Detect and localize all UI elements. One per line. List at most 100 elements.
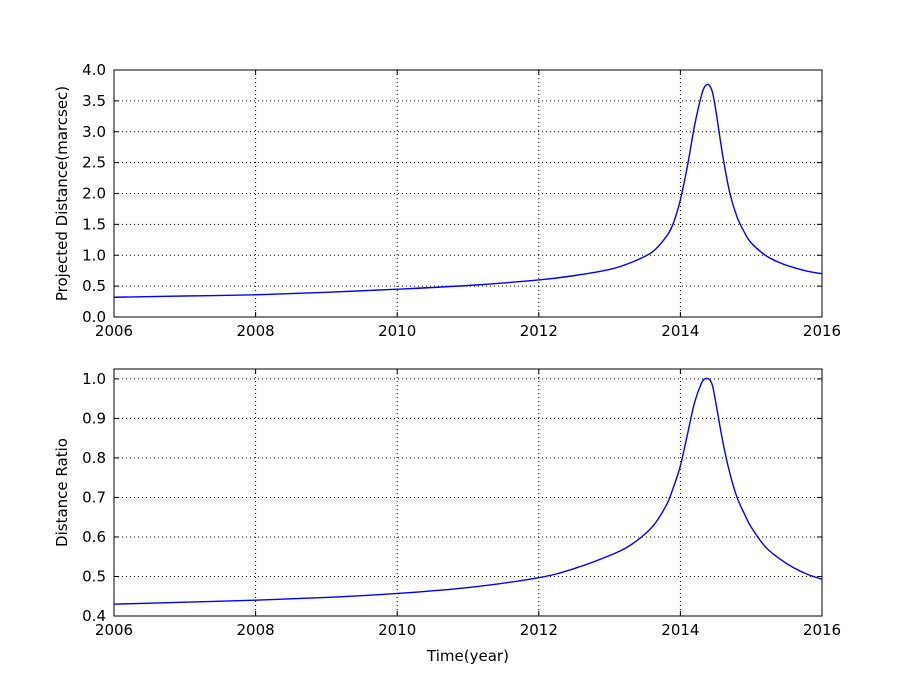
distance-ratio-data-point [779, 558, 780, 559]
projected-distance-data-point [651, 252, 652, 253]
projected-distance-data-point [687, 165, 688, 166]
distance-ratio-data-point [807, 574, 808, 575]
projected-distance-y-tick-label: 2.5 [82, 154, 106, 172]
projected-distance-data-point [807, 271, 808, 272]
projected-distance-data-point [694, 125, 695, 126]
distance-ratio-y-tick-label: 0.4 [82, 607, 106, 625]
distance-ratio-y-tick-label: 0.6 [82, 528, 106, 546]
distance-ratio-y-axis-label: Distance Ratio [53, 438, 71, 547]
distance-ratio-data-point [113, 604, 114, 605]
projected-distance-y-axis-label: Projected Distance(marcsec) [53, 86, 71, 301]
distance-ratio-x-tick-label: 2006 [95, 621, 133, 639]
projected-distance-x-tick-label: 2012 [520, 322, 558, 340]
projected-distance-data-point [712, 91, 713, 92]
projected-distance-y-tick-label: 4.0 [82, 61, 106, 79]
projected-distance-data-point [708, 84, 709, 85]
distance-ratio-y-tick-label: 0.8 [82, 449, 106, 467]
projected-distance-plot: 2006 2008 2010 2012 2014 2016 0.0 0.5 1.0 1.5 2.0 2… [53, 61, 841, 340]
distance-ratio-data-point [705, 378, 706, 379]
projected-distance-data-point [538, 279, 539, 280]
projected-distance-data-point [779, 262, 780, 263]
distance-ratio-data-point [680, 465, 681, 466]
distance-ratio-data-point [651, 526, 652, 527]
projected-distance-x-tick-label: 2016 [803, 322, 841, 340]
projected-distance-data-point [630, 262, 631, 263]
distance-ratio-x-tick-label: 2008 [237, 621, 275, 639]
plots: 2006 2008 2010 2012 2014 2016 0.0 0.5 1.0 1.5 2.0 2… [53, 61, 841, 665]
projected-distance-y-tick-label: 1.0 [82, 246, 106, 264]
distance-ratio-data-point [694, 402, 695, 403]
projected-distance-data-point [113, 297, 114, 298]
projected-distance-data-point [729, 193, 730, 194]
distance-ratio-data-point [751, 526, 752, 527]
distance-ratio-data-point [712, 384, 713, 385]
distance-ratio-y-tick-label: 0.7 [82, 488, 106, 506]
distance-ratio-x-tick-label: 2016 [803, 621, 841, 639]
projected-distance-x-tick-label: 2014 [661, 322, 699, 340]
projected-distance-data-point [255, 294, 256, 295]
distance-ratio-data-point [729, 473, 730, 474]
distance-ratio-data-point [666, 505, 667, 506]
distance-ratio-data-point [630, 544, 631, 545]
distance-ratio-data-point [736, 497, 737, 498]
projected-distance-x-tick-label: 2006 [95, 322, 133, 340]
distance-ratio-data-point [467, 587, 468, 588]
projected-distance-data-point [326, 292, 327, 293]
projected-distance-data-point [715, 110, 716, 111]
projected-distance-y-tick-label: 3.0 [82, 123, 106, 141]
distance-ratio-data-point [609, 555, 610, 556]
projected-distance-x-tick-label: 2010 [378, 322, 416, 340]
distance-ratio-data-point [673, 487, 674, 488]
distance-ratio-y-tick-label: 1.0 [82, 370, 106, 388]
projected-distance-y-tick-label: 3.5 [82, 92, 106, 110]
distance-ratio-x-axis-label: Time(year) [426, 647, 509, 665]
projected-distance-data-point [765, 255, 766, 256]
distance-ratio-x-tick-label: 2014 [661, 621, 699, 639]
projected-distance-x-tick-label: 2008 [237, 322, 275, 340]
distance-ratio-data-point [765, 546, 766, 547]
distance-ratio-data-point [397, 593, 398, 594]
distance-ratio-y-tick-label: 0.5 [82, 567, 106, 585]
distance-ratio-series-line [113, 377, 823, 605]
distance-ratio-axes-frame [113, 368, 823, 617]
distance-ratio-data-point [184, 602, 185, 603]
projected-distance-data-point [705, 85, 706, 86]
distance-ratio-data-point [326, 597, 327, 598]
distance-ratio-data-point [574, 568, 575, 569]
projected-distance-data-point [574, 275, 575, 276]
distance-ratio-data-point [715, 402, 716, 403]
distance-ratio-plot: 2006 2008 2010 2012 2014 2016 0.4 0.5 0.6 0.7 0.8 0… [53, 368, 841, 665]
projected-distance-data-point [821, 273, 822, 274]
distance-ratio-data-point [538, 577, 539, 578]
projected-distance-data-point [744, 231, 745, 232]
projected-distance-data-point [722, 156, 723, 157]
projected-distance-y-tick-label: 1.5 [82, 215, 106, 233]
distance-ratio-data-point [687, 434, 688, 435]
projected-distance-data-point [666, 236, 667, 237]
projected-distance-data-point [680, 199, 681, 200]
projected-distance-data-point [467, 285, 468, 286]
projected-distance-data-point [701, 94, 702, 95]
distance-ratio-x-tick-label: 2012 [520, 621, 558, 639]
projected-distance-data-point [673, 223, 674, 224]
projected-distance-data-point [751, 242, 752, 243]
projected-distance-data-point [793, 267, 794, 268]
distance-ratio-data-point [708, 378, 709, 379]
projected-distance-y-tick-label: 0.0 [82, 308, 106, 326]
projected-distance-y-tick-label: 2.0 [82, 185, 106, 203]
distance-ratio-data-point [722, 442, 723, 443]
projected-distance-data-point [609, 269, 610, 270]
projected-distance-data-point [184, 295, 185, 296]
distance-ratio-data-point [793, 567, 794, 568]
projected-distance-axes-frame [113, 69, 823, 318]
projected-distance-y-tick-label: 0.5 [82, 277, 106, 295]
distance-ratio-y-tick-label: 0.9 [82, 409, 106, 427]
distance-ratio-data-point [255, 600, 256, 601]
distance-ratio-x-tick-label: 2010 [378, 621, 416, 639]
projected-distance-series-line [113, 83, 823, 298]
projected-distance-data-point [397, 289, 398, 290]
distance-ratio-data-point [744, 513, 745, 514]
distance-ratio-data-point [821, 579, 822, 580]
distance-ratio-data-point [701, 382, 702, 383]
